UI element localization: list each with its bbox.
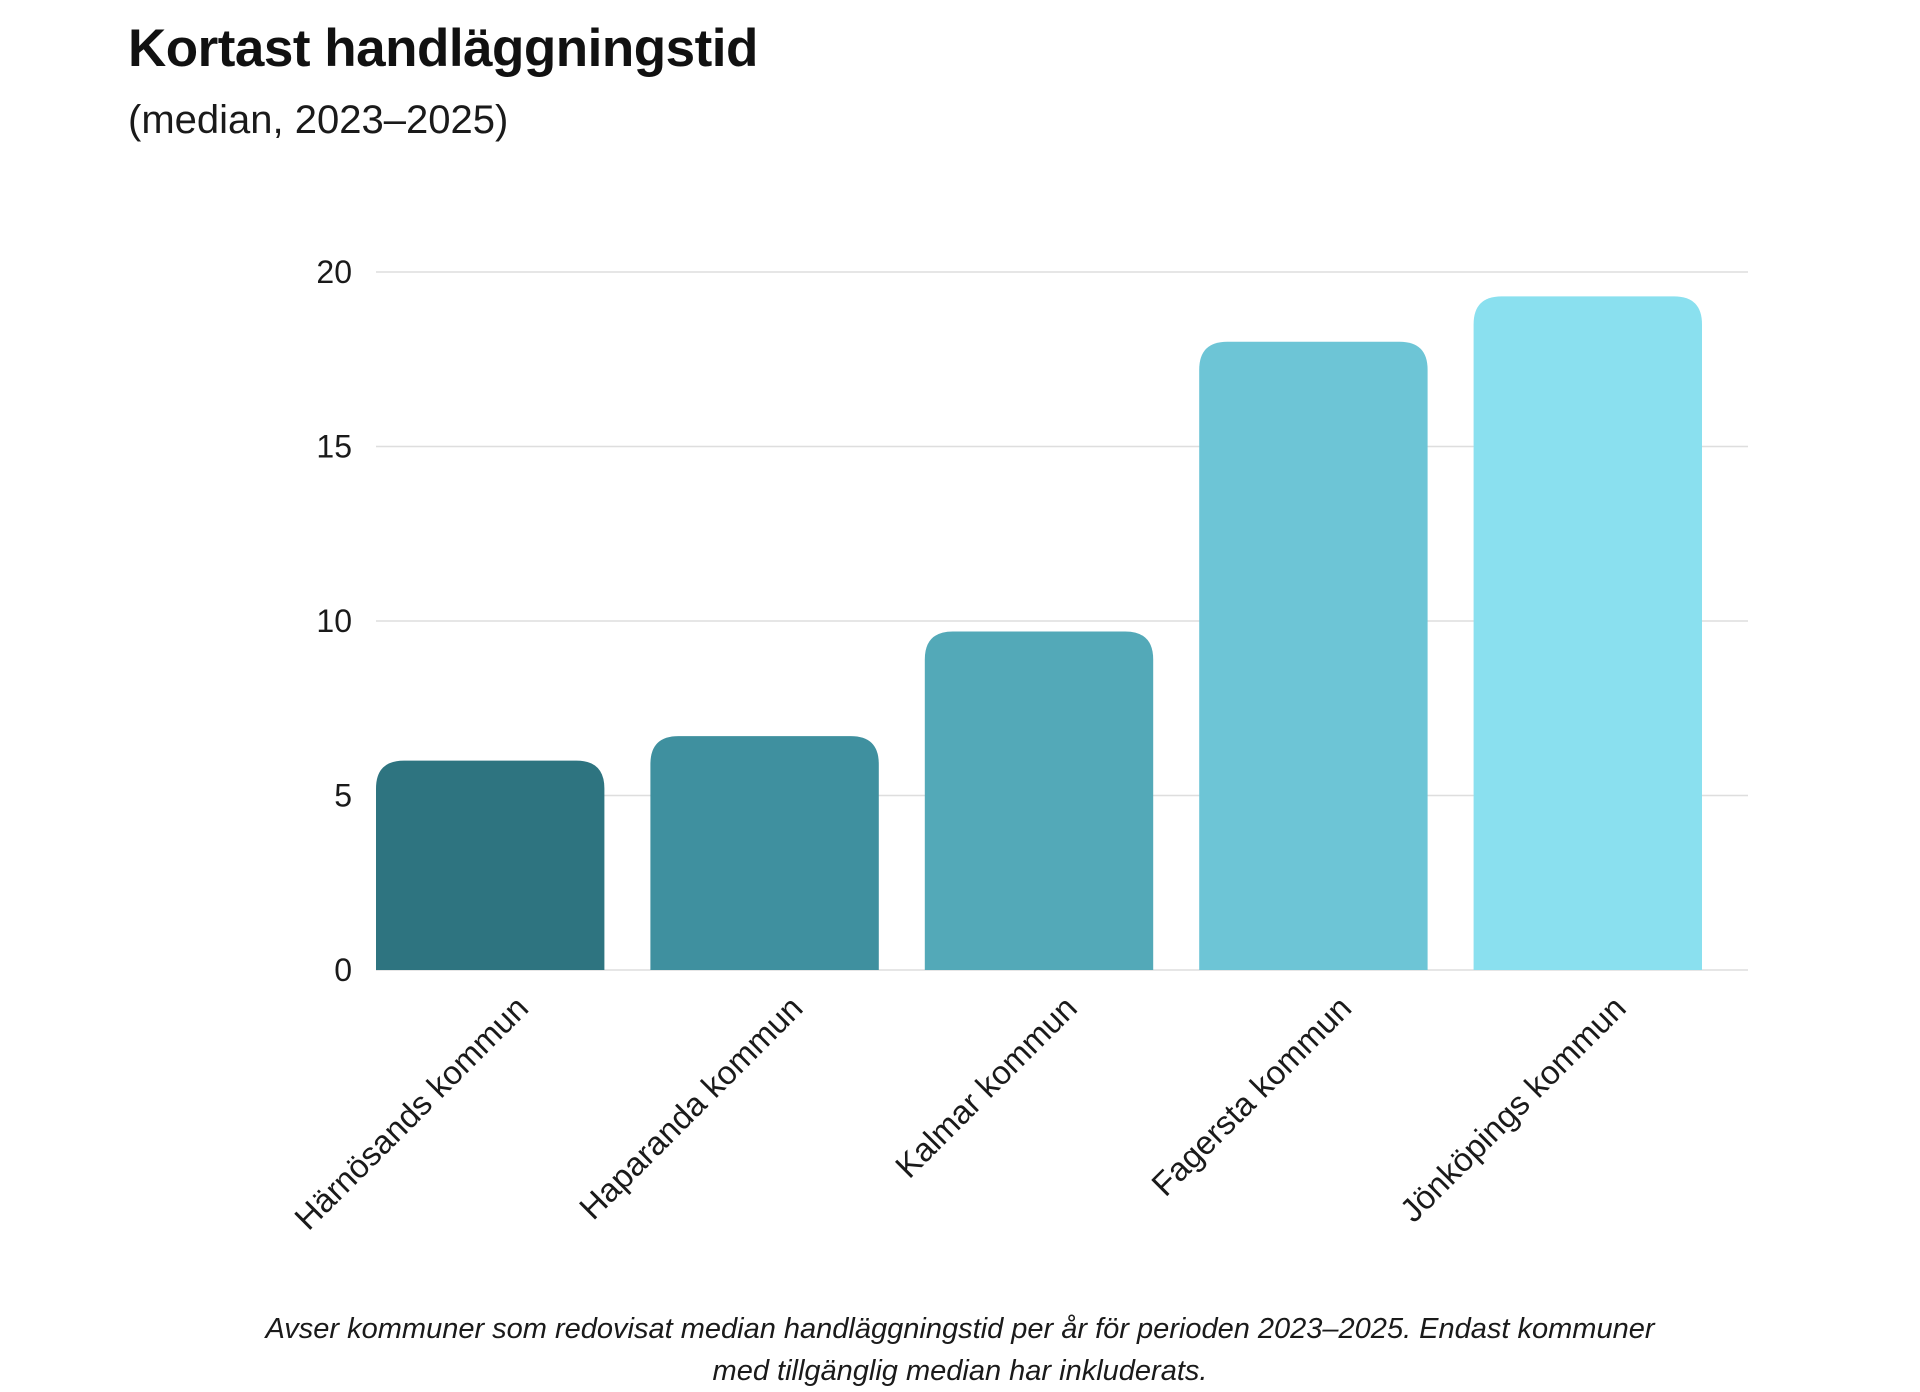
y-axis-ticks: 0 5 10 15 20 (316, 254, 352, 988)
bar-3 (924, 631, 1154, 970)
chart-footnote: Avser kommuner som redovisat median hand… (265, 1313, 1655, 1387)
bar-2 (650, 736, 879, 970)
y-tick-label: 5 (334, 778, 352, 814)
y-tick-label: 15 (316, 429, 352, 465)
x-category-label: Haparanda kommun (572, 989, 810, 1227)
bars (376, 296, 1702, 970)
y-tick-label: 10 (316, 603, 352, 639)
x-category-label: Fagersta kommun (1144, 989, 1358, 1203)
y-tick-label: 0 (334, 952, 352, 988)
x-category-label: Jönköpings kommun (1393, 989, 1633, 1229)
x-category-label: Härnösands kommun (287, 989, 535, 1237)
x-category-label: Kalmar kommun (888, 989, 1084, 1185)
chart-title: Kortast handläggningstid (128, 19, 758, 78)
x-axis-labels: Härnösands kommun Haparanda kommun Kalmar … (287, 989, 1633, 1237)
bar-1 (376, 760, 605, 970)
y-tick-label: 20 (316, 254, 352, 290)
chart-subtitle: (median, 2023–2025) (128, 98, 509, 142)
bar-5 (1473, 296, 1702, 970)
bar-4 (1199, 341, 1428, 970)
